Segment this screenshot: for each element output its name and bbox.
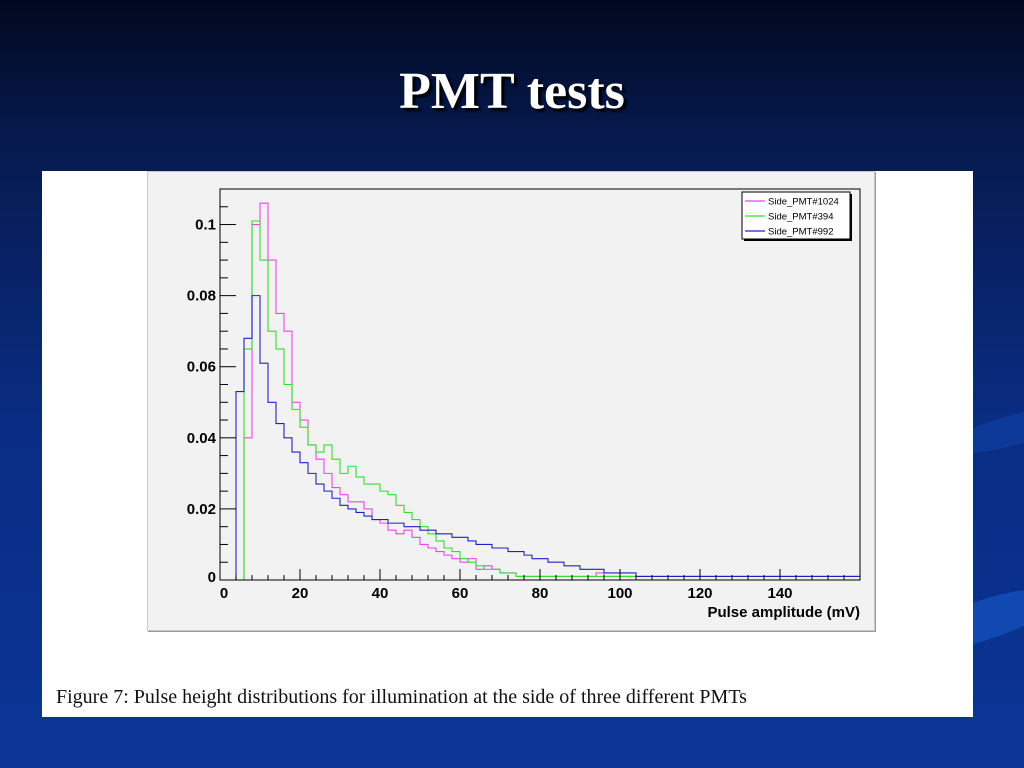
x-tick-label: 140 — [767, 585, 792, 602]
y-axis: 0 0.02 0.04 0.06 0.08 0.1 — [187, 188, 236, 586]
x-tick-label: 100 — [607, 585, 632, 602]
slide-title: PMT tests — [399, 63, 625, 120]
y-tick-label: 0.04 — [187, 430, 217, 447]
x-tick-label: 120 — [687, 585, 712, 602]
x-tick-label: 0 — [220, 585, 228, 602]
x-axis-label: Pulse amplitude (mV) — [707, 604, 860, 621]
y-tick-label: 0.02 — [187, 501, 216, 518]
plot-frame — [219, 188, 861, 581]
series-layer — [220, 202, 860, 581]
series-line-1 — [220, 220, 860, 581]
series-line-0 — [220, 202, 860, 581]
x-tick-label: 40 — [372, 585, 389, 602]
y-tick-label: 0 — [208, 569, 216, 586]
legend-entry: Side_PMT#394 — [768, 212, 833, 223]
legend-entry: Side_PMT#1024 — [768, 197, 839, 208]
legend: Side_PMT#1024 Side_PMT#394 Side_PMT#992 — [741, 191, 852, 241]
x-tick-label: 60 — [452, 585, 469, 602]
figure-caption: Figure 7: Pulse height distributions for… — [56, 686, 747, 708]
series-line-2 — [220, 295, 860, 581]
plot-canvas: 0 20 40 60 80 100 120 140 0 0.02 0.04 0.06 0.08 0.1 … — [147, 171, 875, 631]
x-tick-label: 20 — [292, 585, 309, 602]
legend-entry: Side_PMT#992 — [768, 227, 833, 238]
y-tick-label: 0.06 — [187, 359, 216, 376]
x-tick-label: 80 — [532, 585, 549, 602]
y-tick-label: 0.08 — [187, 288, 216, 305]
figure-panel: 0 20 40 60 80 100 120 140 0 0.02 0.04 0.06 0.08 0.1 … — [42, 171, 973, 717]
y-tick-label: 0.1 — [195, 217, 216, 234]
histogram-chart: 0 20 40 60 80 100 120 140 00.020.040.060.080.1 … — [187, 188, 861, 621]
x-axis: 0 20 40 60 80 100 120 140 — [219, 569, 861, 602]
